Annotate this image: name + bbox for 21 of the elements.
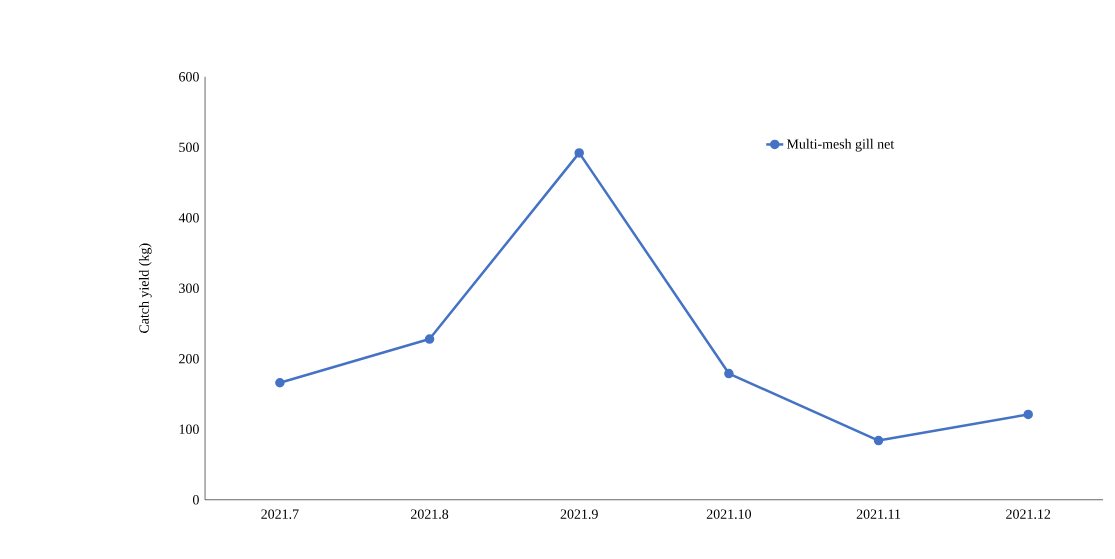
y-tick-label: 200 <box>179 354 199 364</box>
x-tick-label: 2021.10 <box>706 509 752 519</box>
y-tick-label: 0 <box>192 495 199 505</box>
y-tick-label: 600 <box>179 72 199 82</box>
y-tick-label: 500 <box>179 142 199 152</box>
point <box>1023 409 1033 420</box>
legend-label: Multi-mesh gill net <box>786 138 895 152</box>
point <box>424 334 435 344</box>
y-tick-label: 100 <box>179 424 199 434</box>
point <box>873 435 884 446</box>
x-tick-label: 2021.7 <box>261 509 299 519</box>
x-tick-label: 2021.8 <box>410 509 449 519</box>
point <box>275 377 285 388</box>
point <box>724 368 734 379</box>
x-tick-label: 2021.12 <box>1006 509 1051 519</box>
y-axis-title: Catch yield (kg) <box>138 243 152 333</box>
y-tick-label: 300 <box>179 283 199 293</box>
x-tick-label: 2021.9 <box>560 509 598 519</box>
x-tick-label: 2021.11 <box>856 509 901 519</box>
y-tick-label: 400 <box>178 213 199 223</box>
point <box>574 148 584 158</box>
